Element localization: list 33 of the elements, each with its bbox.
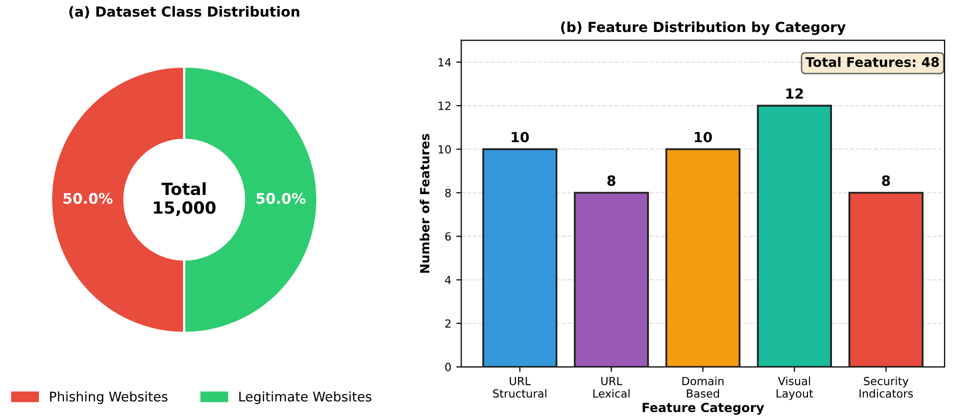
text: Total 15,000 xyxy=(154,182,216,216)
data-label: 8 xyxy=(882,175,890,186)
chart-title: (a) Dataset Class Distribution xyxy=(69,6,300,18)
bar xyxy=(574,192,649,367)
y-tick-label: 0 xyxy=(445,362,451,372)
bar xyxy=(482,148,558,367)
data-label: 50.0% xyxy=(64,192,113,204)
x-tick-label: URL Lexical xyxy=(593,376,630,398)
bar xyxy=(848,192,924,367)
bar xyxy=(665,148,740,367)
data-label: 10 xyxy=(694,132,712,142)
x-tick-label: Domain Based xyxy=(682,376,724,398)
data-label: 8 xyxy=(607,175,616,186)
chart-title: (b) Feature Distribution by Category xyxy=(561,21,846,36)
data-label: 12 xyxy=(786,88,803,99)
y-tick-label: 14 xyxy=(438,58,451,66)
x-tick-label: Visual Layout xyxy=(776,376,814,400)
bar xyxy=(756,104,832,367)
y-tick-label: 2 xyxy=(445,319,450,328)
y-tick-label: 6 xyxy=(445,232,451,241)
data-label: 50.0% xyxy=(256,192,306,204)
x-axis-title: Feature Category xyxy=(642,402,764,415)
y-tick-label: 4 xyxy=(445,276,451,284)
legend-label: Phishing Websites xyxy=(50,391,168,404)
annotation: Total Features: 48 xyxy=(806,56,939,68)
x-tick-label: URL Structural xyxy=(493,376,546,398)
y-tick-label: 8 xyxy=(445,188,451,198)
data-label: 10 xyxy=(512,132,529,142)
y-tick-label: 12 xyxy=(438,102,450,110)
legend-label: Legitimate Websites xyxy=(239,391,372,404)
x-tick-label: Security Indicators xyxy=(860,376,913,398)
y-axis-title: Number of Features xyxy=(420,134,430,273)
y-tick-label: 10 xyxy=(438,145,451,154)
